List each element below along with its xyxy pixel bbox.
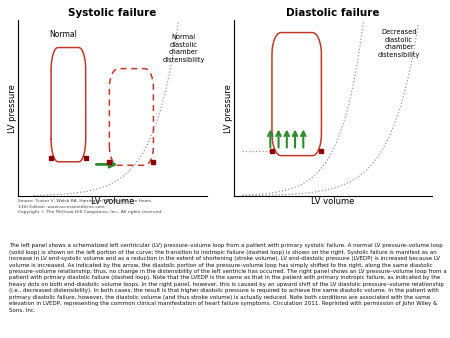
X-axis label: LV volume: LV volume: [311, 197, 355, 207]
X-axis label: LV volume: LV volume: [91, 197, 134, 207]
Y-axis label: LV pressure: LV pressure: [8, 84, 17, 132]
Title: Systolic failure: Systolic failure: [68, 8, 157, 18]
Text: Normal: Normal: [50, 30, 77, 39]
Text: The left panel shows a schematized left ventricular (LV) pressure–volume loop fr: The left panel shows a schematized left …: [9, 243, 447, 312]
Title: Diastolic failure: Diastolic failure: [286, 8, 380, 18]
Text: Source: Fuster V, Walsh RA, Harrington RA: Hurst's The Heart,
13th Edition. www.: Source: Fuster V, Walsh RA, Harrington R…: [18, 199, 162, 214]
Y-axis label: LV pressure: LV pressure: [224, 84, 233, 132]
Text: Normal
diastolic
chamber
distensibility: Normal diastolic chamber distensibility: [162, 34, 205, 63]
Text: Decreased
diastolic
chamber
distensibility: Decreased diastolic chamber distensibili…: [378, 29, 420, 57]
